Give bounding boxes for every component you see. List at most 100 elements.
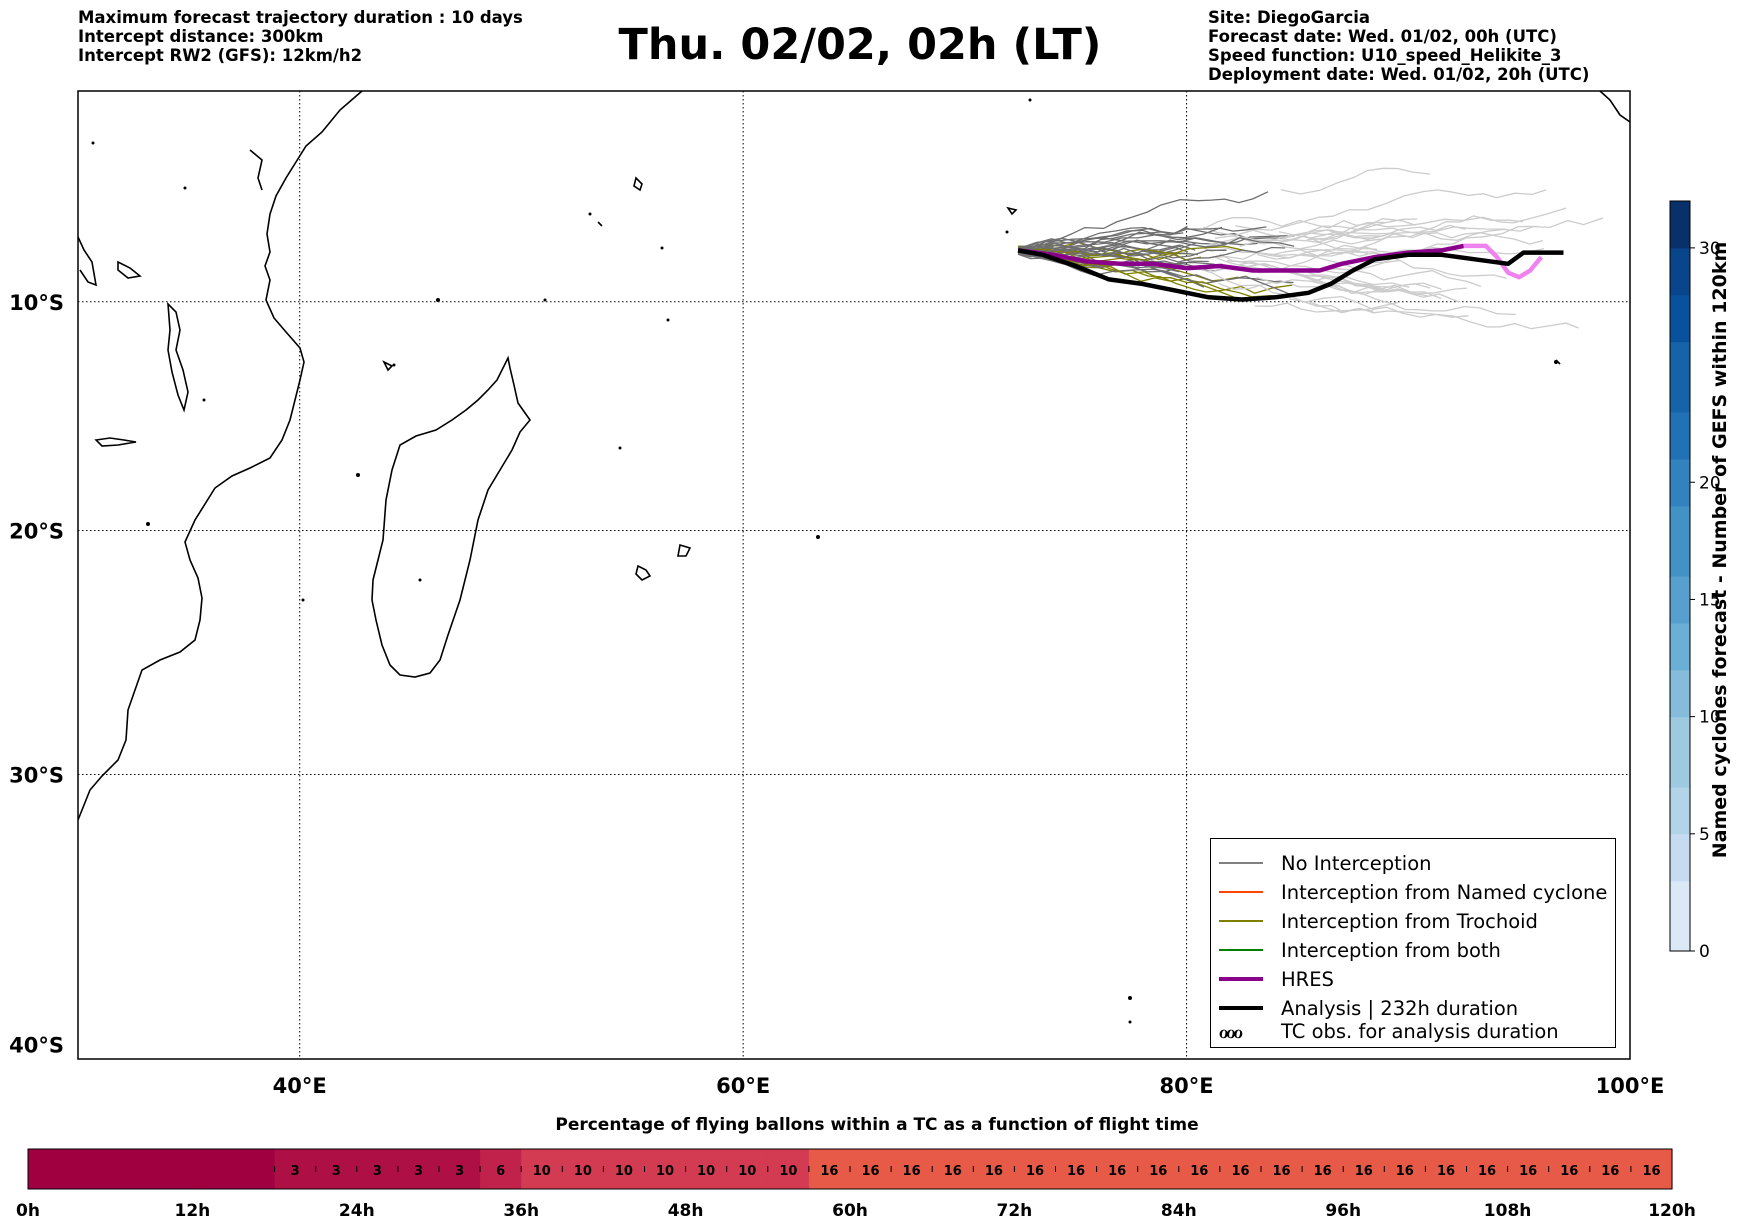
y-tick-label: 30°S — [9, 763, 64, 787]
y-tick-labels: 10°S 20°S 30°S 40°S — [9, 291, 64, 1058]
percentage-cell — [1096, 1149, 1139, 1189]
percentage-value-label: 16 — [1272, 1164, 1290, 1179]
comoros — [382, 360, 394, 372]
percentage-cell — [233, 1149, 276, 1189]
colorbar-cell — [1670, 365, 1690, 390]
legend-label-tc-obs: TC obs. for analysis duration — [1281, 1019, 1559, 1043]
legend-swatch — [1219, 862, 1263, 864]
forecast-date-text: Forecast date: Wed. 01/02, 00h (UTC) — [1208, 27, 1557, 46]
colorbar-cell — [1670, 646, 1690, 671]
percentage-cell — [521, 1149, 563, 1189]
colorbar-tick-label: 0 — [1699, 942, 1710, 962]
ensemble-trajectory-late — [1299, 228, 1507, 250]
colorbar-cell — [1670, 904, 1690, 929]
percentage-value-label: 16 — [1478, 1164, 1496, 1179]
x-tick-label: 80°E — [1160, 1074, 1214, 1098]
colorbar-tick-label: 15 — [1699, 590, 1721, 610]
percentage-cell — [562, 1149, 604, 1189]
colorbar-cell — [1670, 529, 1690, 554]
percentage-cell — [685, 1149, 728, 1189]
series-layer — [1017, 243, 1564, 302]
percentage-cell — [1178, 1149, 1221, 1189]
colorbar-cell — [1670, 857, 1690, 882]
percentage-value-label: 3 — [455, 1164, 464, 1179]
percentage-value-label: 16 — [820, 1164, 838, 1179]
speed-function-text: Speed function: U10_speed_Helikite_3 — [1208, 46, 1562, 65]
seychelles-2 — [597, 221, 603, 227]
colorbar-cell — [1670, 669, 1690, 694]
percentage-bar-tick-label: 12h — [175, 1201, 211, 1221]
colorbar-cell — [1670, 880, 1690, 905]
mauritius-island — [635, 564, 652, 581]
colorbar-cell — [1670, 786, 1690, 811]
percentage-value-label: 3 — [414, 1164, 423, 1179]
percentage-value-label: 16 — [903, 1164, 921, 1179]
intercept-distance-text: Intercept distance: 300km — [78, 27, 324, 46]
madagascar-coast — [371, 355, 532, 678]
ensemble-trajectory-late — [1197, 267, 1469, 318]
gridlines — [78, 91, 1630, 1059]
percentage-cell — [644, 1149, 687, 1189]
seychelles-1 — [633, 176, 643, 192]
colorbar-cell — [1670, 458, 1690, 483]
ensemble-trajectory-late — [1204, 207, 1567, 229]
ensemble-trajectory-late — [1280, 167, 1431, 195]
percentage-value-label: 16 — [1190, 1164, 1208, 1179]
percentage-cell — [28, 1149, 70, 1189]
ensemble-trajectory-late — [1288, 295, 1579, 330]
percentage-value-label: 3 — [291, 1164, 300, 1179]
colorbar-cell — [1670, 201, 1690, 225]
header-left-info: Maximum forecast trajectory duration : 1… — [78, 8, 523, 65]
percentage-value-label: 10 — [656, 1164, 674, 1179]
colorbar-cell — [1670, 482, 1690, 507]
ensemble-trajectory-late — [1278, 215, 1523, 239]
legend-swatch — [1219, 891, 1263, 893]
percentage-cell — [397, 1149, 440, 1189]
percentage-value-label: 16 — [1067, 1164, 1085, 1179]
colorbar-cell — [1670, 833, 1690, 858]
percentage-cell — [1014, 1149, 1057, 1189]
percentage-value-label: 10 — [533, 1164, 551, 1179]
ensemble-trajectory-late — [1239, 217, 1604, 248]
legend-item: Interception from Trochoid — [1211, 909, 1538, 933]
map-frame — [77, 90, 1631, 1060]
legend-item: Interception from Named cyclone — [1211, 880, 1607, 904]
x-tick-label: 60°E — [716, 1074, 770, 1098]
percentage-value-label: 10 — [574, 1164, 592, 1179]
percentage-value-label: 10 — [615, 1164, 633, 1179]
percentage-bar-ticks: 0h 12h 24h 36h 48h 60h 72h 84h 96h 108h 120h — [16, 1201, 1696, 1221]
percentage-value-label: 16 — [1601, 1164, 1619, 1179]
percentage-value-label: 10 — [697, 1164, 715, 1179]
legend-item: HRES — [1211, 967, 1334, 991]
percentage-value-label: 10 — [738, 1164, 756, 1179]
percentage-cell — [932, 1149, 974, 1189]
percentage-cell — [1055, 1149, 1098, 1189]
legend-label: Interception from Trochoid — [1281, 909, 1538, 933]
chagos-archipelago — [1006, 206, 1018, 216]
ensemble-trajectory — [1017, 226, 1223, 250]
legend-item: Analysis | 232h duration — [1211, 996, 1518, 1020]
percentage-bar-frame — [27, 1148, 1673, 1190]
coastlines — [78, 91, 1630, 821]
percentage-cell — [1589, 1149, 1632, 1189]
percentage-cell — [850, 1149, 892, 1189]
percentage-bar-tick-label: 84h — [1161, 1201, 1197, 1221]
colorbar-cell — [1670, 927, 1690, 952]
hres-line-late — [1463, 243, 1544, 280]
percentage-value-label: 10 — [779, 1164, 797, 1179]
legend-label: Interception from both — [1281, 938, 1501, 962]
percentage-value-label: 16 — [1519, 1164, 1537, 1179]
percentage-cell — [1302, 1149, 1344, 1189]
percentage-bar-tick-label: 96h — [1325, 1201, 1361, 1221]
percentage-cell — [808, 1149, 851, 1189]
ensemble-trajectory-late — [1202, 226, 1381, 241]
ensemble-trajectory-late — [1308, 225, 1544, 245]
legend-label: No Interception — [1281, 851, 1432, 875]
ensemble-trajectory-late — [1312, 284, 1468, 295]
legend-item: No Interception — [1211, 851, 1432, 875]
percentage-bar-tick-label: 120h — [1648, 1201, 1696, 1221]
percentage-cell — [1137, 1149, 1180, 1189]
legend-item-tc-obs: ℴℴℴ TC obs. for analysis duration — [1211, 1019, 1559, 1043]
percentage-cell — [1261, 1149, 1303, 1189]
ensemble-trajectory-late — [1218, 279, 1460, 303]
